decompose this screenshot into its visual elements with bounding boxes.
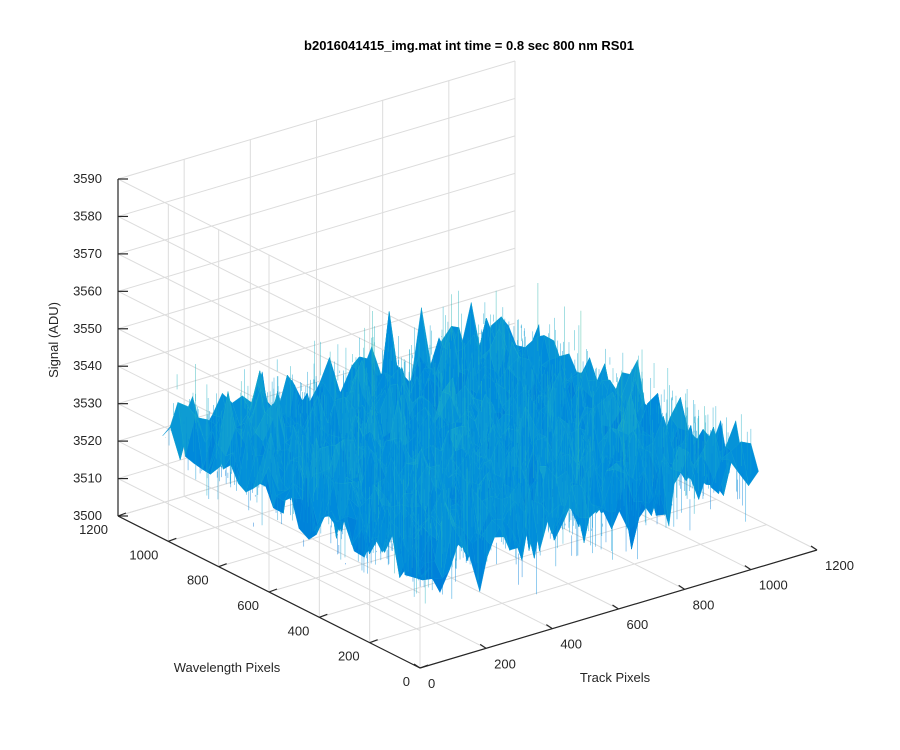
grid-line-y-floor bbox=[369, 524, 767, 644]
x-tick-label: 400 bbox=[560, 637, 582, 652]
y-tick-label: 800 bbox=[187, 573, 209, 588]
x-tick bbox=[612, 604, 619, 610]
x-tick bbox=[479, 643, 487, 649]
y-tick bbox=[218, 563, 227, 568]
y-axis-label: Wavelength Pixels bbox=[174, 660, 281, 675]
x-tick-label: 0 bbox=[428, 676, 435, 691]
y-tick bbox=[117, 512, 127, 517]
x-tick bbox=[413, 663, 421, 669]
x-tick bbox=[546, 624, 553, 630]
y-tick-label: 200 bbox=[338, 649, 360, 664]
axes bbox=[117, 178, 818, 669]
x-tick-label: 800 bbox=[693, 597, 715, 612]
y-tick-label: 1200 bbox=[79, 522, 108, 537]
z-tick-label: 3550 bbox=[73, 321, 102, 336]
y-tick bbox=[168, 537, 177, 542]
x-axis-label: Track Pixels bbox=[580, 670, 651, 685]
x-tick bbox=[678, 584, 685, 590]
y-tick bbox=[319, 613, 328, 618]
z-tick-label: 3570 bbox=[73, 246, 102, 261]
tick-labels: 3500 3510 3520 3530 3540 3550 3560 3570 3580 3590… bbox=[73, 171, 854, 691]
chart-title: b2016041415_img.mat int time = 0.8 sec 8… bbox=[304, 38, 634, 53]
z-tick-label: 3500 bbox=[73, 508, 102, 523]
grid-line-y-floor bbox=[319, 498, 717, 618]
z-tick-label: 3580 bbox=[73, 208, 102, 223]
surface-mesh bbox=[162, 282, 759, 604]
z-axis-label: Signal (ADU) bbox=[46, 302, 61, 378]
y-tick-label: 600 bbox=[237, 598, 259, 613]
y-tick-label: 400 bbox=[288, 623, 310, 638]
x-tick-label: 200 bbox=[494, 656, 516, 671]
y-tick bbox=[268, 588, 278, 593]
z-tick-label: 3530 bbox=[73, 396, 102, 411]
y-tick-label: 1000 bbox=[129, 547, 158, 562]
x-tick-label: 1200 bbox=[825, 558, 854, 573]
z-tick-label: 3510 bbox=[73, 471, 102, 486]
x-tick bbox=[810, 545, 818, 551]
y-tick bbox=[369, 639, 378, 644]
x-tick-label: 600 bbox=[627, 617, 649, 632]
y-tick bbox=[419, 664, 429, 669]
z-tick-label: 3540 bbox=[73, 358, 102, 373]
y-tick-label: 0 bbox=[403, 674, 410, 689]
z-tick-label: 3560 bbox=[73, 283, 102, 298]
z-tick-label: 3590 bbox=[73, 171, 102, 186]
x-tick bbox=[744, 565, 752, 571]
x-tick-label: 1000 bbox=[759, 578, 788, 593]
z-tick-label: 3520 bbox=[73, 433, 102, 448]
